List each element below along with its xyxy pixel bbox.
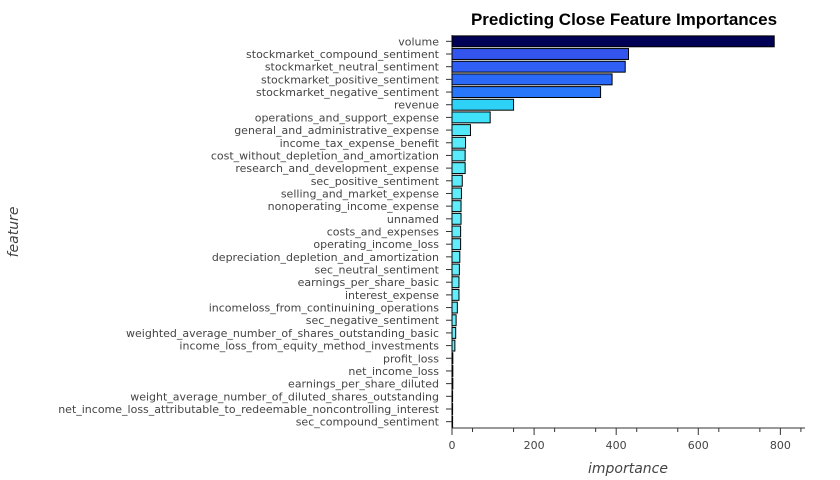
bar-stockmarket-positive-sentiment: [451, 73, 613, 86]
y-tick-label: unnamed: [387, 213, 439, 226]
y-tick-label: nonoperating_income_expense: [268, 200, 440, 213]
y-tick-label: stockmarket_neutral_sentiment: [265, 61, 440, 74]
y-tick-label: profit_loss: [383, 352, 439, 365]
bar-sec-negative-sentiment: [451, 314, 457, 327]
bar-profit-loss: [451, 352, 454, 365]
y-tick-label: net_income_loss_attributable_to_redeemab…: [58, 403, 439, 416]
y-tick-label: earnings_per_share_diluted: [288, 378, 439, 391]
bar-unnamed: [451, 212, 462, 225]
y-tick-label: stockmarket_positive_sentiment: [261, 73, 440, 86]
bar-general-and-administrative-expense: [451, 124, 471, 137]
y-tick-label: sec_compound_sentiment: [296, 416, 440, 429]
bar-sec-compound-sentiment: [451, 415, 454, 428]
y-tick-label: general_and_administrative_expense: [234, 124, 439, 137]
bar-earnings-per-share-basic: [451, 276, 460, 289]
y-tick-label: sec_negative_sentiment: [306, 314, 440, 327]
y-tick-label: weight_average_number_of_diluted_shares_…: [130, 390, 439, 403]
y-tick-label: earnings_per_share_basic: [298, 276, 439, 289]
y-tick-label: net_income_loss: [348, 365, 439, 378]
x-tick-label: 200: [524, 439, 545, 452]
bar-sec-positive-sentiment: [451, 174, 463, 187]
y-tick-label: operations_and_support_expense: [255, 111, 440, 124]
bar-costs-and-expenses: [451, 225, 462, 238]
bar-stockmarket-neutral-sentiment: [451, 60, 626, 73]
bar-cost-without-depletion-and-amortization: [451, 149, 466, 162]
y-tick-label: operating_income_loss: [313, 238, 439, 251]
y-tick-label: stockmarket_negative_sentiment: [256, 86, 440, 99]
x-tick-label: 800: [770, 439, 791, 452]
y-tick-label: income_loss_from_equity_method_investmen…: [179, 340, 439, 353]
y-axis-title: feature: [6, 207, 22, 258]
y-tick-label: weighted_average_number_of_shares_outsta…: [126, 327, 439, 340]
bar-income-loss-from-equity-method-investments: [451, 339, 456, 352]
bar-sec-neutral-sentiment: [451, 263, 460, 276]
bar-selling-and-market-expense: [451, 187, 462, 200]
y-tick-label: incomeloss_from_continuining_operations: [209, 302, 440, 315]
y-tick-label: interest_expense: [345, 289, 439, 302]
y-tick-label: income_tax_expense_benefit: [280, 137, 440, 150]
bar-interest-expense: [451, 288, 460, 301]
y-tick-label: sec_positive_sentiment: [311, 175, 440, 188]
x-tick-label: 0: [449, 439, 456, 452]
bar-revenue: [451, 98, 515, 111]
bar-net-income-loss-attributable-to-redeemable-noncontrolling-interest: [451, 403, 454, 415]
x-tick-label: 600: [688, 439, 709, 452]
bar-research-and-development-expense: [451, 162, 466, 175]
y-tick-label: costs_and_expenses: [327, 226, 440, 239]
y-tick-label: research_and_development_expense: [235, 162, 439, 175]
y-tick-label: volume: [398, 35, 439, 48]
bar-stockmarket-compound-sentiment: [451, 48, 629, 60]
y-tick-label: cost_without_depletion_and_amortization: [211, 149, 439, 162]
x-axis-title: importance: [588, 461, 668, 477]
bar-stockmarket-negative-sentiment: [451, 86, 602, 98]
bar-incomeloss-from-continuining-operations: [451, 301, 458, 314]
chart-title: Predicting Close Feature Importances: [471, 10, 777, 29]
bar-earnings-per-share-diluted: [451, 377, 454, 390]
y-tick-label: revenue: [394, 99, 439, 112]
y-tick-label: sec_neutral_sentiment: [315, 264, 440, 277]
bar-nonoperating-income-expense: [451, 200, 462, 213]
bar-operations-and-support-expense: [451, 111, 491, 124]
y-ticks-layer: volumestockmarket_compound_sentimentstoc…: [58, 35, 452, 429]
y-tick-label: stockmarket_compound_sentiment: [246, 48, 440, 61]
bar-operating-income-loss: [451, 238, 462, 251]
bar-weighted-average-number-of-shares-outstanding-basic: [451, 326, 457, 339]
bars-layer: [451, 35, 775, 428]
x-tick-label: 400: [606, 439, 627, 452]
bar-volume: [451, 35, 775, 48]
bar-net-income-loss: [451, 365, 454, 377]
y-tick-label: selling_and_market_expense: [281, 187, 439, 200]
bar-weight-average-number-of-diluted-shares-outstanding: [451, 390, 454, 403]
x-ticks-layer: 0 200 400 600 800: [449, 428, 802, 452]
bar-income-tax-expense-benefit: [451, 136, 467, 149]
bar-depreciation-depletion-and-amortization: [451, 250, 461, 263]
y-tick-label: depreciation_depletion_and_amortization: [212, 251, 439, 264]
